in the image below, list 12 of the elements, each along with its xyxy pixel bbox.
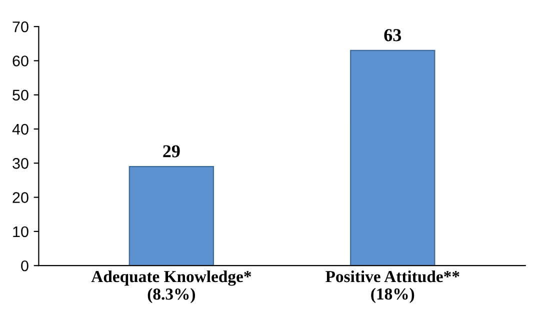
y-tick-label: 40	[12, 124, 28, 135]
y-tick-label: 30	[12, 158, 28, 169]
y-tick-label: 20	[12, 192, 28, 203]
x-tick-label: Adequate Knowledge* (8.3%)	[91, 270, 252, 304]
x-tick-label: Positive Attitude** (18%)	[326, 270, 460, 304]
data-label: 29	[163, 145, 180, 158]
y-tick-label: 70	[12, 21, 28, 32]
y-tick-label: 10	[13, 226, 28, 238]
y-tick-label: 60	[12, 56, 28, 66]
y-tick-label: 0	[21, 260, 28, 272]
data-label: 63	[384, 29, 402, 42]
y-tick-label: 50	[12, 90, 28, 101]
